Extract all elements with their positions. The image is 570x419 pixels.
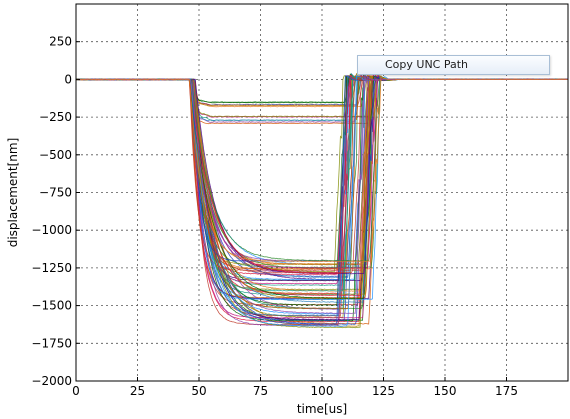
series-line <box>76 74 569 263</box>
x-tick-label: 100 <box>311 384 334 398</box>
series-line <box>75 75 569 292</box>
x-tick-label: 75 <box>253 384 268 398</box>
x-axis-label: time[us] <box>297 402 347 416</box>
x-tick-label: 125 <box>372 384 395 398</box>
y-tick-label: 250 <box>49 35 72 49</box>
y-tick-label: −1000 <box>31 223 72 237</box>
series-line <box>75 77 569 301</box>
series-group <box>75 72 569 329</box>
series-line <box>75 73 569 122</box>
y-axis-label: displacement[nm] <box>6 138 20 248</box>
x-tick-label: 0 <box>72 384 80 398</box>
y-tick-label: −250 <box>39 110 72 124</box>
series-line <box>75 73 569 104</box>
x-tick-label: 50 <box>191 384 206 398</box>
x-tick-label: 175 <box>495 384 518 398</box>
x-tick-label: 25 <box>130 384 145 398</box>
y-tick-label: −500 <box>39 148 72 162</box>
y-tick-label: −2000 <box>31 374 72 388</box>
y-tick-label: 0 <box>64 72 72 86</box>
series-line <box>75 75 569 319</box>
copy-unc-path-tooltip[interactable]: Copy UNC Path <box>357 55 550 75</box>
series-line <box>75 75 569 292</box>
y-axis: 250 0 −250 −500 −750 −1000 −1250 −1500 −1750 −200… <box>31 35 80 388</box>
series-line <box>76 75 569 291</box>
x-tick-label: 150 <box>434 384 457 398</box>
y-tick-label: −1750 <box>31 336 72 350</box>
y-tick-label: −750 <box>39 186 72 200</box>
series-line <box>75 75 569 262</box>
tooltip-text: Copy UNC Path <box>385 58 469 71</box>
x-axis: 0 25 50 75 100 125 150 175 <box>72 377 518 398</box>
series-line <box>75 75 568 262</box>
series-line <box>75 74 569 319</box>
y-tick-label: −1500 <box>31 299 72 313</box>
y-tick-label: −1250 <box>31 261 72 275</box>
